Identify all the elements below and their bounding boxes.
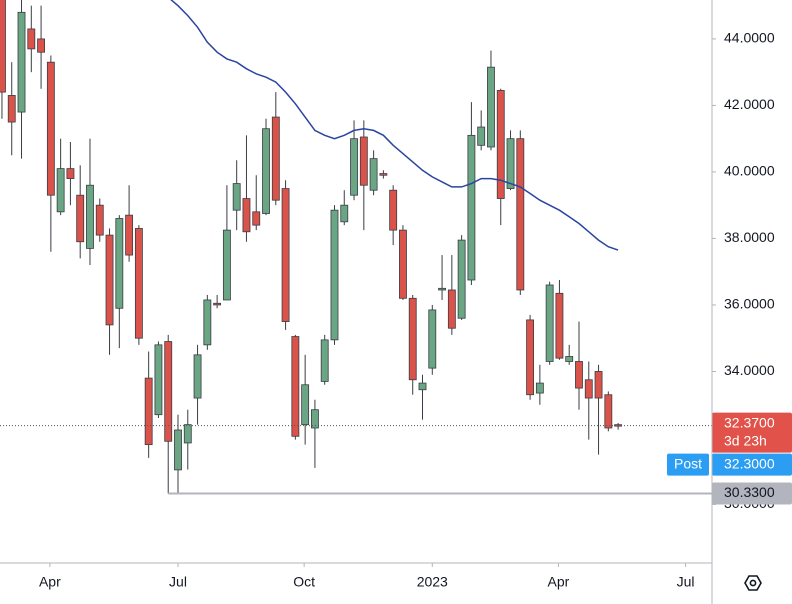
level-label: 30.3300 [724,484,775,500]
candle-body [575,361,583,389]
candle-body [340,204,349,223]
candle-body [76,194,85,243]
candle-body [203,299,212,346]
candle-body [526,319,535,396]
candle-body [232,183,241,211]
candle-body [183,424,192,444]
candle-body [408,297,417,381]
candle-body [604,394,613,429]
candle-body [320,339,329,382]
candle-body [350,138,358,196]
candle-body [311,409,319,429]
last-price-box [712,412,792,453]
candle-body [0,0,6,93]
candle-body [37,38,45,53]
settings-icon[interactable] [744,575,762,591]
x-tick-label: Apr [39,574,61,590]
candle-body [496,90,505,199]
candle-body [487,66,495,148]
candle-body [516,138,525,291]
candle-body [389,189,398,231]
candle-body [105,234,114,326]
moving-average [170,0,619,251]
level-box [712,482,792,505]
x-tick-label: Apr [548,574,570,590]
y-tick-label: 42.0000 [724,96,775,112]
candle-body [125,214,134,256]
candle-body [555,292,564,359]
candle-body [164,341,173,442]
y-tick-label: 40.0000 [724,163,775,179]
candle-body [467,134,476,281]
candle-body [291,336,300,437]
candle-body [379,173,388,176]
candle-body [506,138,515,189]
y-tick-label: 38.0000 [724,229,775,245]
candle-body [115,218,124,309]
candle-body [7,95,16,123]
x-tick-label: Jul [677,574,695,590]
candle-body [271,116,280,201]
candle-body [193,354,202,399]
candle-body [46,61,55,196]
candle-body [154,344,163,416]
candle-body [95,204,104,236]
candle-body [213,302,222,306]
candle-body [17,11,26,113]
axes: 30.000034.000036.000038.000040.000042.00… [39,30,792,590]
candle-body [438,287,446,291]
candle-body [144,377,153,446]
candle-body [545,284,554,362]
candle-body [428,309,437,369]
candle-body [584,379,593,399]
candle-body [56,168,65,213]
candle-body [399,229,407,299]
candle-body [281,188,290,322]
candle-body [27,28,36,50]
plot-area [0,0,712,495]
candle-body [262,128,270,214]
candle-body [535,382,544,394]
candle-body [86,184,94,249]
post-tag: Post [674,455,702,471]
last-price-label: 32.3700 [724,414,775,430]
x-tick-label: Jul [169,574,187,590]
candle-body [330,209,339,341]
candle-body [174,429,182,471]
candle-body [369,158,378,191]
post-tag-box [667,453,709,476]
countdown-label: 3d 23h [724,432,767,448]
candle-body [222,229,231,301]
candle-body [242,198,251,233]
candle-body [301,384,310,426]
post-price-box [712,453,792,476]
x-tick-label: 2023 [417,574,448,590]
y-tick-label: 44.0000 [724,30,775,46]
candle-body [418,382,427,391]
post-price-label: 32.3000 [724,455,775,471]
candle-body [252,211,261,226]
candle-body [447,289,456,329]
candle-body [477,126,486,146]
candle-body [565,356,574,362]
candle-body [594,371,603,399]
y-tick-label: 36.0000 [724,296,775,312]
x-tick-label: Oct [293,574,315,590]
candle-body [359,136,368,186]
candle-body [457,239,466,319]
candle-body [134,228,143,339]
y-tick-label: 34.0000 [724,362,775,378]
candle-body [66,168,75,179]
